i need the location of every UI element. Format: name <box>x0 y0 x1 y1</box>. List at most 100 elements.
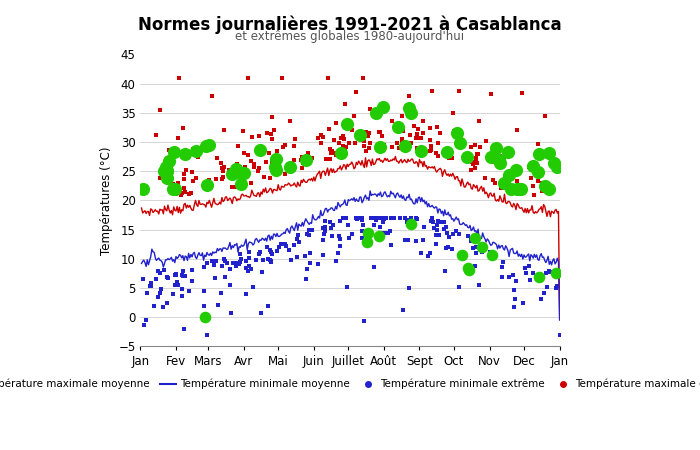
Point <box>494 163 505 171</box>
Point <box>252 167 263 175</box>
Point <box>510 277 522 284</box>
Point <box>299 252 310 260</box>
Point <box>220 258 231 265</box>
Point <box>239 163 251 171</box>
Point <box>245 266 256 273</box>
Point <box>453 230 464 237</box>
Point <box>540 187 552 194</box>
Point <box>537 187 548 194</box>
Point <box>323 125 335 132</box>
Point <box>180 188 191 195</box>
Point <box>209 274 220 281</box>
Point <box>426 142 437 149</box>
Point <box>499 154 510 162</box>
Point <box>270 166 281 173</box>
Point <box>173 179 184 186</box>
Point <box>412 144 423 151</box>
Point <box>449 127 460 135</box>
Point <box>244 254 255 261</box>
Point <box>386 144 398 151</box>
Point <box>276 74 287 81</box>
Point <box>480 174 491 181</box>
Point <box>470 243 482 251</box>
Point <box>190 175 201 182</box>
Point <box>279 142 290 149</box>
Point <box>317 134 328 141</box>
Point <box>172 279 183 286</box>
Point <box>152 268 163 275</box>
Point <box>230 165 241 172</box>
Point <box>412 131 423 138</box>
Point <box>363 130 374 137</box>
Point <box>169 281 181 288</box>
Point <box>168 148 179 156</box>
Point <box>496 184 507 191</box>
Point <box>359 129 370 136</box>
Point <box>453 87 464 94</box>
Point <box>386 117 398 124</box>
Point <box>170 190 181 198</box>
Point <box>540 269 552 276</box>
Point <box>326 224 337 231</box>
Point <box>188 177 199 184</box>
Point <box>545 268 556 275</box>
Point <box>198 302 209 310</box>
Point <box>359 317 370 324</box>
Point <box>365 105 376 112</box>
Point <box>412 132 423 140</box>
Point <box>515 185 526 192</box>
Point <box>329 137 340 144</box>
Point <box>517 299 528 306</box>
Point <box>442 244 454 251</box>
Point <box>508 303 519 310</box>
Point <box>204 142 215 149</box>
Point <box>485 154 496 161</box>
Point <box>272 147 283 154</box>
Point <box>431 222 442 229</box>
Point <box>262 256 274 263</box>
Point <box>362 230 373 237</box>
Point <box>410 134 421 141</box>
Point <box>263 150 274 157</box>
Point <box>360 129 371 136</box>
Point <box>473 150 484 158</box>
Point <box>359 143 370 150</box>
Point <box>293 238 304 245</box>
Point <box>324 155 335 162</box>
Point <box>419 223 430 230</box>
Point <box>544 150 555 157</box>
Point <box>466 238 477 245</box>
Point <box>551 284 562 292</box>
Point <box>234 258 246 265</box>
Point <box>164 146 175 153</box>
Point <box>508 286 519 293</box>
Point <box>351 88 362 95</box>
Point <box>536 295 547 302</box>
Point <box>552 163 563 171</box>
Point <box>514 185 525 192</box>
Point <box>332 249 344 256</box>
Point <box>154 269 165 276</box>
Point <box>384 227 395 234</box>
Point <box>442 148 453 156</box>
Point <box>447 109 458 117</box>
Point <box>466 166 477 174</box>
Point <box>244 248 255 256</box>
Point <box>155 286 167 293</box>
Point <box>267 135 278 143</box>
Point <box>431 123 442 130</box>
Point <box>234 250 246 257</box>
Point <box>279 240 290 248</box>
Point <box>496 274 507 281</box>
Point <box>365 214 377 221</box>
Point <box>356 235 368 242</box>
Point <box>300 160 312 167</box>
Point <box>258 256 269 264</box>
Point <box>202 331 213 338</box>
Point <box>537 184 548 191</box>
Point <box>285 257 296 264</box>
Point <box>183 288 194 295</box>
Point <box>274 243 285 251</box>
Point <box>378 216 389 223</box>
Point <box>372 214 384 221</box>
